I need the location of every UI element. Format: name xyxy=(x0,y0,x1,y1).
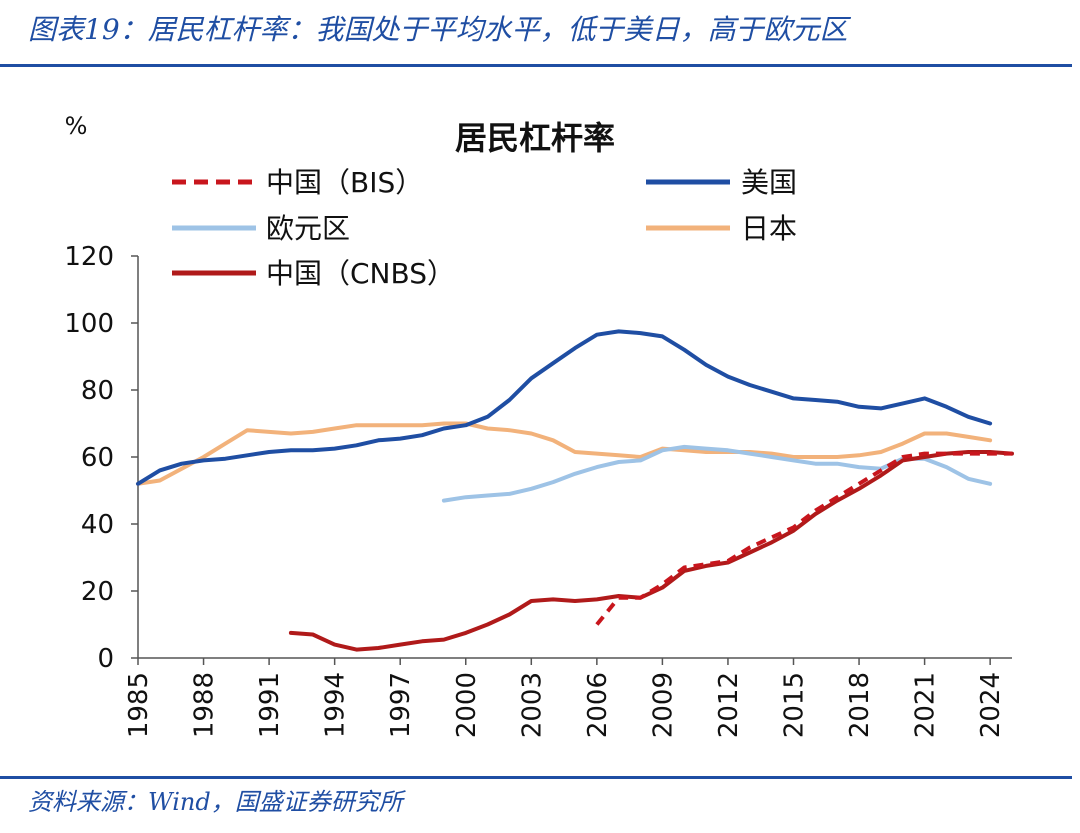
x-tick-label: 1985 xyxy=(124,672,154,738)
x-tick-label: 2018 xyxy=(845,672,875,738)
x-tick-label: 1994 xyxy=(321,672,351,738)
legend-label-1: 美国 xyxy=(741,166,797,199)
footer-rule xyxy=(0,776,1072,779)
series-line-3 xyxy=(136,421,993,486)
legend-label-3: 日本 xyxy=(741,212,797,245)
x-tick-label: 1991 xyxy=(255,672,285,738)
y-tick-label: 120 xyxy=(64,242,114,272)
x-tick-label: 1997 xyxy=(386,672,416,738)
legend-label-2: 欧元区 xyxy=(266,212,350,245)
series-line-2 xyxy=(441,444,993,503)
x-tick-label: 2015 xyxy=(780,672,810,738)
series-line-0 xyxy=(595,451,1012,626)
x-tick-label: 2009 xyxy=(648,672,678,738)
y-axis-unit-label: % xyxy=(65,112,88,140)
y-tick-label: 20 xyxy=(81,577,114,607)
x-tick-label: 2006 xyxy=(583,672,613,738)
header-rule xyxy=(0,64,1072,67)
y-tick-label: 40 xyxy=(81,510,114,540)
x-tick-label: 2003 xyxy=(517,672,547,738)
y-tick-label: 0 xyxy=(97,644,114,674)
axes-layer: 0 20 40 60 80 100 120 1985 1988 1991 1994 1997 2000 2… xyxy=(64,242,1012,738)
series-layer xyxy=(136,329,1014,652)
legend-label-4: 中国（CNBS） xyxy=(266,257,455,290)
figure-header: 图表19：居民杠杆率：我国处于平均水平，低于美日，高于欧元区 xyxy=(28,13,848,46)
x-tick-label: 2012 xyxy=(714,672,744,738)
x-tick-label: 2024 xyxy=(976,672,1006,738)
y-tick-label: 80 xyxy=(81,376,114,406)
x-tick-label: 2000 xyxy=(452,672,482,738)
x-tick-label: 2021 xyxy=(911,672,941,738)
legend-label-0: 中国（BIS） xyxy=(266,166,423,199)
chart-title: 居民杠杆率 xyxy=(455,119,615,157)
series-line-4 xyxy=(288,450,1014,652)
x-tick-label: 1988 xyxy=(190,672,220,738)
series-line-1 xyxy=(136,329,993,486)
source-note: 资料来源：Wind，国盛证券研究所 xyxy=(28,788,403,816)
y-tick-label: 60 xyxy=(81,443,114,473)
y-tick-label: 100 xyxy=(64,309,114,339)
